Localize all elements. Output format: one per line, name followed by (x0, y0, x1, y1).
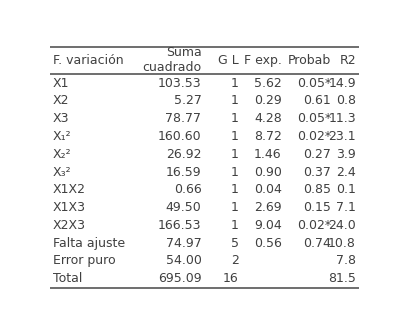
Text: 1: 1 (231, 166, 239, 179)
Text: 16.59: 16.59 (166, 166, 201, 179)
Text: 1: 1 (231, 95, 239, 108)
Text: 0.05*: 0.05* (297, 77, 331, 90)
Text: 49.50: 49.50 (166, 201, 201, 214)
Text: Suma
cuadrado: Suma cuadrado (142, 47, 201, 74)
Text: 78.77: 78.77 (166, 112, 201, 125)
Text: 2.69: 2.69 (254, 201, 282, 214)
Text: 0.02*: 0.02* (297, 219, 331, 232)
Text: 0.56: 0.56 (254, 237, 282, 250)
Text: 81.5: 81.5 (328, 272, 356, 285)
Text: R2: R2 (340, 54, 356, 67)
Text: F exp.: F exp. (244, 54, 282, 67)
Text: X₂²: X₂² (53, 148, 71, 161)
Text: 0.05*: 0.05* (297, 112, 331, 125)
Text: 5.62: 5.62 (254, 77, 282, 90)
Text: 1: 1 (231, 77, 239, 90)
Text: 2.4: 2.4 (336, 166, 356, 179)
Text: 26.92: 26.92 (166, 148, 201, 161)
Text: 10.8: 10.8 (328, 237, 356, 250)
Text: 166.53: 166.53 (158, 219, 201, 232)
Text: 1: 1 (231, 112, 239, 125)
Text: 9.04: 9.04 (254, 219, 282, 232)
Text: X1X2: X1X2 (53, 183, 86, 196)
Text: X2X3: X2X3 (53, 219, 86, 232)
Text: X1X3: X1X3 (53, 201, 86, 214)
Text: 1.46: 1.46 (254, 148, 282, 161)
Text: 0.61: 0.61 (304, 95, 331, 108)
Text: 1: 1 (231, 201, 239, 214)
Text: 23.1: 23.1 (328, 130, 356, 143)
Text: 0.1: 0.1 (336, 183, 356, 196)
Text: 8.72: 8.72 (254, 130, 282, 143)
Text: 11.3: 11.3 (328, 112, 356, 125)
Text: 0.66: 0.66 (174, 183, 201, 196)
Text: 0.02*: 0.02* (297, 130, 331, 143)
Text: 695.09: 695.09 (158, 272, 201, 285)
Text: 1: 1 (231, 183, 239, 196)
Text: X3: X3 (53, 112, 69, 125)
Text: Error puro: Error puro (53, 255, 116, 267)
Text: 0.15: 0.15 (303, 201, 331, 214)
Text: 14.9: 14.9 (328, 77, 356, 90)
Text: 0.8: 0.8 (336, 95, 356, 108)
Text: 24.0: 24.0 (328, 219, 356, 232)
Text: X₃²: X₃² (53, 166, 71, 179)
Text: 0.74: 0.74 (303, 237, 331, 250)
Text: 0.37: 0.37 (303, 166, 331, 179)
Text: 103.53: 103.53 (158, 77, 201, 90)
Text: 0.27: 0.27 (303, 148, 331, 161)
Text: 0.90: 0.90 (254, 166, 282, 179)
Text: 1: 1 (231, 219, 239, 232)
Text: Falta ajuste: Falta ajuste (53, 237, 125, 250)
Text: 0.85: 0.85 (303, 183, 331, 196)
Text: 0.04: 0.04 (254, 183, 282, 196)
Text: 74.97: 74.97 (166, 237, 201, 250)
Text: Probab: Probab (288, 54, 331, 67)
Text: 3.9: 3.9 (336, 148, 356, 161)
Text: 7.1: 7.1 (336, 201, 356, 214)
Text: X2: X2 (53, 95, 69, 108)
Text: X1: X1 (53, 77, 69, 90)
Text: 4.28: 4.28 (254, 112, 282, 125)
Text: 16: 16 (223, 272, 239, 285)
Text: 5: 5 (231, 237, 239, 250)
Text: 7.8: 7.8 (336, 255, 356, 267)
Text: 1: 1 (231, 148, 239, 161)
Text: X₁²: X₁² (53, 130, 71, 143)
Text: 5.27: 5.27 (174, 95, 201, 108)
Text: G L: G L (218, 54, 239, 67)
Text: 160.60: 160.60 (158, 130, 201, 143)
Text: 0.29: 0.29 (254, 95, 282, 108)
Text: F. variación: F. variación (53, 54, 124, 67)
Text: 2: 2 (231, 255, 239, 267)
Text: Total: Total (53, 272, 82, 285)
Text: 54.00: 54.00 (166, 255, 201, 267)
Text: 1: 1 (231, 130, 239, 143)
